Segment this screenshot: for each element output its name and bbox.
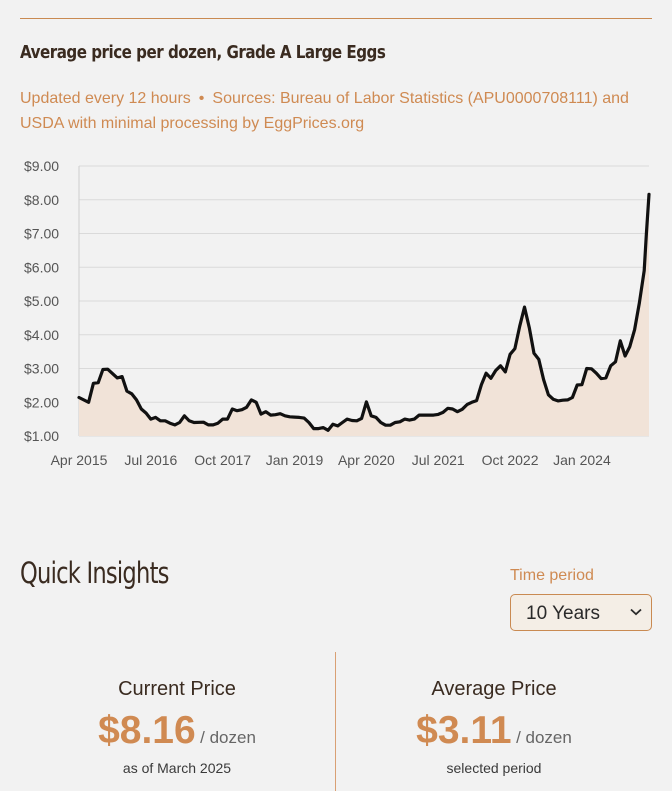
y-tick-label: $9.00 [24,158,59,174]
y-tick-label: $6.00 [24,259,59,275]
x-tick-label: Jan 2024 [553,452,611,468]
x-tick-label: Apr 2015 [51,452,108,468]
average-price-note: selected period [446,760,542,776]
data-sources: Sources: Bureau of Labor Statistics (APU… [20,90,629,132]
current-price-value: $8.16 [98,709,196,752]
top-divider [20,18,652,19]
current-price-label: Current Price [118,678,236,700]
y-axis-ticks: $1.00 $2.00 $3.00 $4.00 $5.00 $6.00 $7.00 $8.00… [24,158,59,444]
chart-title: Average price per dozen, Grade A Large E… [20,42,386,63]
y-tick-label: $1.00 [24,428,59,444]
y-tick-label: $2.00 [24,394,59,410]
chart-subtitle: Updated every 12 hours • Sources: Bureau o… [20,86,660,136]
separator-dot: • [198,90,205,107]
grid [78,165,649,437]
chevron-down-icon [630,608,642,616]
average-price-unit: / dozen [516,728,572,747]
x-tick-label: Oct 2022 [482,452,539,468]
stats-divider [335,652,336,791]
time-period-select[interactable]: 10 Years [510,594,652,631]
series-line [77,192,651,432]
average-price-label: Average Price [431,678,557,700]
y-tick-label: $5.00 [24,293,59,309]
time-period-label: Time period [510,567,594,584]
current-price-card: Current Price $8.16 / dozen as of March … [27,678,327,776]
x-tick-label: Jul 2016 [124,452,177,468]
x-tick-label: Apr 2020 [338,452,395,468]
time-period-value: 10 Years [526,603,600,624]
average-price-card: Average Price $3.11 / dozen selected per… [344,678,644,776]
y-tick-label: $8.00 [24,192,59,208]
y-tick-label: $4.00 [24,327,59,343]
x-tick-label: Oct 2017 [194,452,251,468]
y-tick-label: $7.00 [24,226,59,242]
quick-insights-title: Quick Insights [20,556,169,590]
x-axis-ticks: Apr 2015 Jul 2016 Oct 2017 Jan 2019 Apr 2020… [51,452,611,468]
current-price-note: as of March 2025 [122,760,232,776]
average-price-value: $3.11 [416,709,512,752]
x-tick-label: Jul 2021 [412,452,465,468]
y-tick-label: $3.00 [24,361,59,377]
price-chart: $1.00 $2.00 $3.00 $4.00 $5.00 $6.00 $7.00 $8.00… [24,158,651,468]
series [77,192,651,436]
series-area [79,194,649,436]
x-tick-label: Jan 2019 [266,452,324,468]
update-frequency: Updated every 12 hours [20,90,191,107]
current-price-unit: / dozen [200,728,256,747]
